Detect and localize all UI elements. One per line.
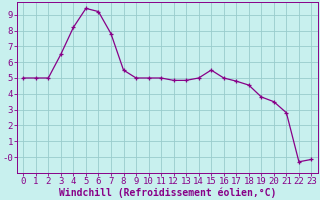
X-axis label: Windchill (Refroidissement éolien,°C): Windchill (Refroidissement éolien,°C) bbox=[59, 187, 276, 198]
